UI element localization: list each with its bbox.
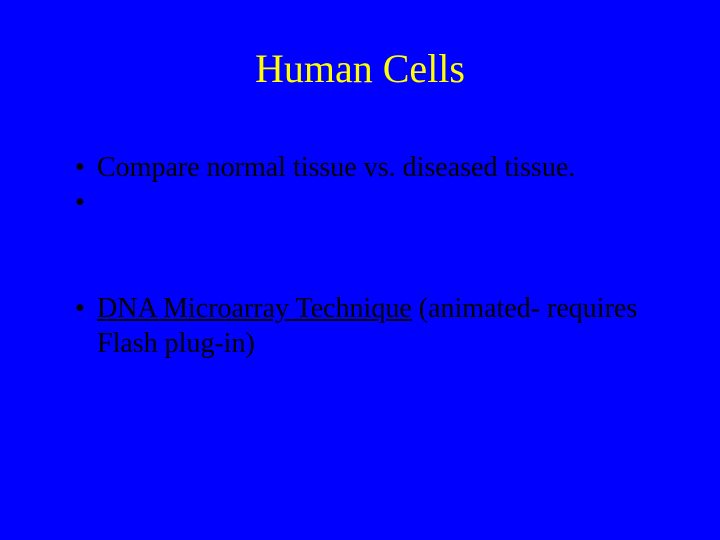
bullet-text: Compare normal tissue vs. diseased tissu…: [97, 152, 575, 183]
dna-microarray-link[interactable]: DNA Microarray Technique: [97, 293, 412, 324]
bullet-spacer: [75, 185, 685, 291]
slide: Human Cells Compare normal tissue vs. di…: [0, 0, 720, 540]
slide-title: Human Cells: [35, 45, 685, 92]
bullet-item: Compare normal tissue vs. diseased tissu…: [75, 150, 685, 185]
bullet-item: DNA Microarray Technique (animated- requ…: [75, 291, 685, 361]
bullet-list: Compare normal tissue vs. diseased tissu…: [35, 150, 685, 361]
